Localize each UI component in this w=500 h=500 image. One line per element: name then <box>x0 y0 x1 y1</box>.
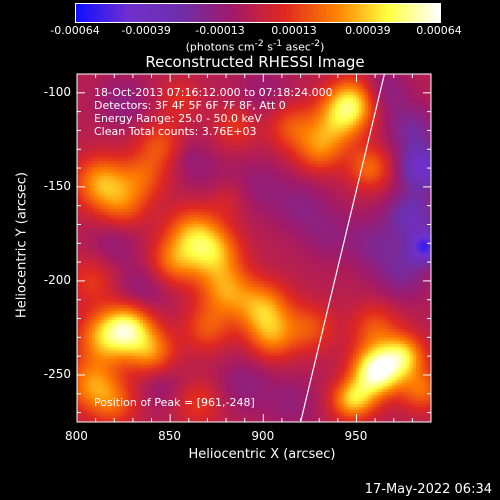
annotation-energy-range: Energy Range: 25.0 - 50.0 keV <box>94 112 262 125</box>
colorbar-tick-label: -0.00039 <box>121 24 171 37</box>
colorbar-tick-label: -0.00064 <box>50 24 100 37</box>
annotation-time-range: 18-Oct-2013 07:16:12.000 to 07:18:24.000 <box>94 86 333 99</box>
x-tick-label: 850 <box>158 429 182 443</box>
solar-limb-line <box>299 73 386 423</box>
colorbar-unit-label: (photons cm-2 s-1 asec-2) <box>185 38 325 54</box>
colorbar <box>75 3 441 23</box>
heatmap-image <box>77 74 431 422</box>
colorbar-gradient <box>75 3 441 23</box>
colorbar-tick-label: -0.00013 <box>195 24 245 37</box>
colorbar-tick-label: 0.00013 <box>271 24 317 37</box>
x-tick-label: 900 <box>251 429 275 443</box>
annotation-peak-position: Position of Peak = [961,-248] <box>94 396 255 409</box>
annotation-clean-counts: Clean Total counts: 3.76E+03 <box>94 125 257 138</box>
x-tick-label: 950 <box>344 429 368 443</box>
x-tick-label: 800 <box>65 429 88 443</box>
colorbar-tick-label: 0.00039 <box>345 24 391 37</box>
annotation-detectors: Detectors: 3F 4F 5F 6F 7F 8F, Att 0 <box>94 99 286 112</box>
y-tick-label: -200 <box>43 272 71 287</box>
chart-title: Reconstructed RHESSI Image <box>145 53 365 71</box>
x-axis-label: Heliocentric X (arcsec) <box>188 447 336 462</box>
y-tick-label: -250 <box>43 366 71 381</box>
y-tick-label: -150 <box>43 178 71 193</box>
y-axis-label: Heliocentric Y (arcsec) <box>14 172 30 318</box>
timestamp: 17-May-2022 06:34 <box>364 482 492 497</box>
plot-frame <box>76 73 432 423</box>
y-tick-label: -100 <box>43 84 71 99</box>
colorbar-tick-label: 0.00064 <box>416 24 462 37</box>
